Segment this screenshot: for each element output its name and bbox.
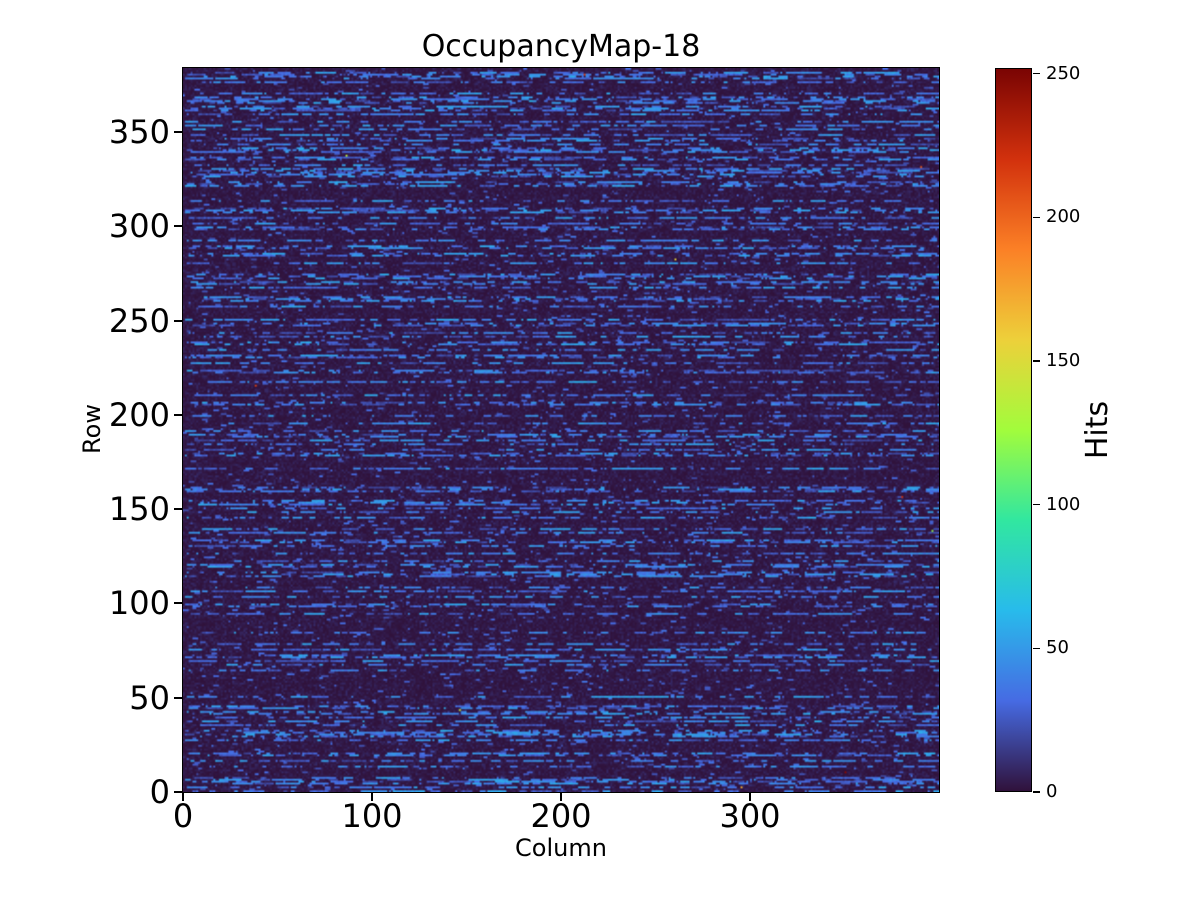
y-tick-mark — [174, 225, 182, 228]
x-tick-mark — [749, 793, 751, 801]
y-tick-label: 150 — [108, 490, 170, 529]
y-tick-mark — [174, 131, 182, 134]
y-tick-label: 0 — [149, 773, 170, 811]
x-tick-mark — [371, 793, 373, 801]
colorbar-tick-mark — [1033, 791, 1040, 793]
colorbar-tick-mark — [1033, 216, 1040, 219]
y-tick-mark — [174, 602, 182, 605]
colorbar-label: Hits — [1080, 400, 1115, 460]
y-tick-label: 250 — [108, 301, 170, 340]
colorbar-tick-mark — [1033, 647, 1040, 650]
y-tick-mark — [174, 413, 182, 416]
y-axis-label: Row — [78, 404, 106, 454]
colorbar-tick-label: 200 — [1046, 206, 1081, 228]
chart-title: OccupancyMap-18 — [421, 29, 701, 64]
plot-area — [183, 68, 939, 792]
y-tick-label: 350 — [108, 113, 170, 152]
colorbar-tick-mark — [1033, 360, 1040, 362]
y-tick-mark — [174, 696, 182, 699]
y-tick-label: 200 — [108, 395, 170, 434]
x-tick-mark — [182, 793, 184, 801]
x-tick-label: 100 — [341, 797, 403, 835]
x-tick-label: 200 — [530, 797, 592, 835]
colorbar-tick-label: 250 — [1046, 62, 1081, 84]
colorbar-tick-mark — [1033, 503, 1040, 506]
y-tick-mark — [174, 319, 182, 322]
x-tick-label: 300 — [719, 797, 781, 835]
colorbar-tick-label: 50 — [1046, 637, 1069, 659]
x-tick-mark — [560, 793, 562, 801]
colorbar-tick-label: 100 — [1046, 493, 1081, 515]
y-tick-mark — [174, 791, 182, 793]
colorbar-tick-label: 150 — [1046, 350, 1081, 372]
x-tick-label: 0 — [172, 797, 194, 835]
x-axis-label: Column — [515, 834, 607, 862]
y-tick-label: 100 — [108, 584, 170, 623]
colorbar-tick-label: 0 — [1046, 781, 1058, 802]
y-tick-label: 300 — [108, 207, 170, 246]
y-tick-mark — [174, 508, 182, 511]
heatmap-canvas — [183, 68, 939, 792]
y-tick-label: 50 — [129, 678, 170, 717]
colorbar-tick-mark — [1033, 72, 1040, 75]
colorbar — [995, 68, 1032, 792]
